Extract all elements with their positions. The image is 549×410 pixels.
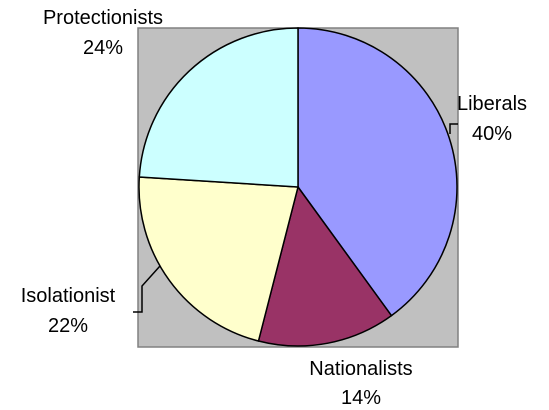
slice-label-percent: 14%: [341, 387, 381, 409]
slice-labels: Liberals 40% Nationalists 14% Isolationi…: [21, 7, 527, 409]
slice-label-percent: 24%: [83, 37, 123, 59]
leader-lines: [133, 123, 458, 313]
pie-slice-nationalists: [257, 185, 393, 347]
pie-slice-isolationist: [138, 176, 299, 342]
slice-label-name: Nationalists: [309, 358, 412, 380]
slice-label-name: Liberals: [457, 93, 527, 115]
leader-line-isolationist: [133, 265, 161, 313]
leader-line-liberals: [449, 123, 458, 134]
pie-slice-protectionists: [138, 27, 299, 188]
slice-label-name: Protectionists: [43, 7, 163, 29]
pie-slices: [138, 27, 458, 347]
slice-label-name: Isolationist: [21, 285, 116, 307]
slice-label-percent: 22%: [48, 315, 88, 337]
pie-slice-liberals: [297, 27, 458, 317]
slice-label-percent: 40%: [472, 123, 512, 145]
